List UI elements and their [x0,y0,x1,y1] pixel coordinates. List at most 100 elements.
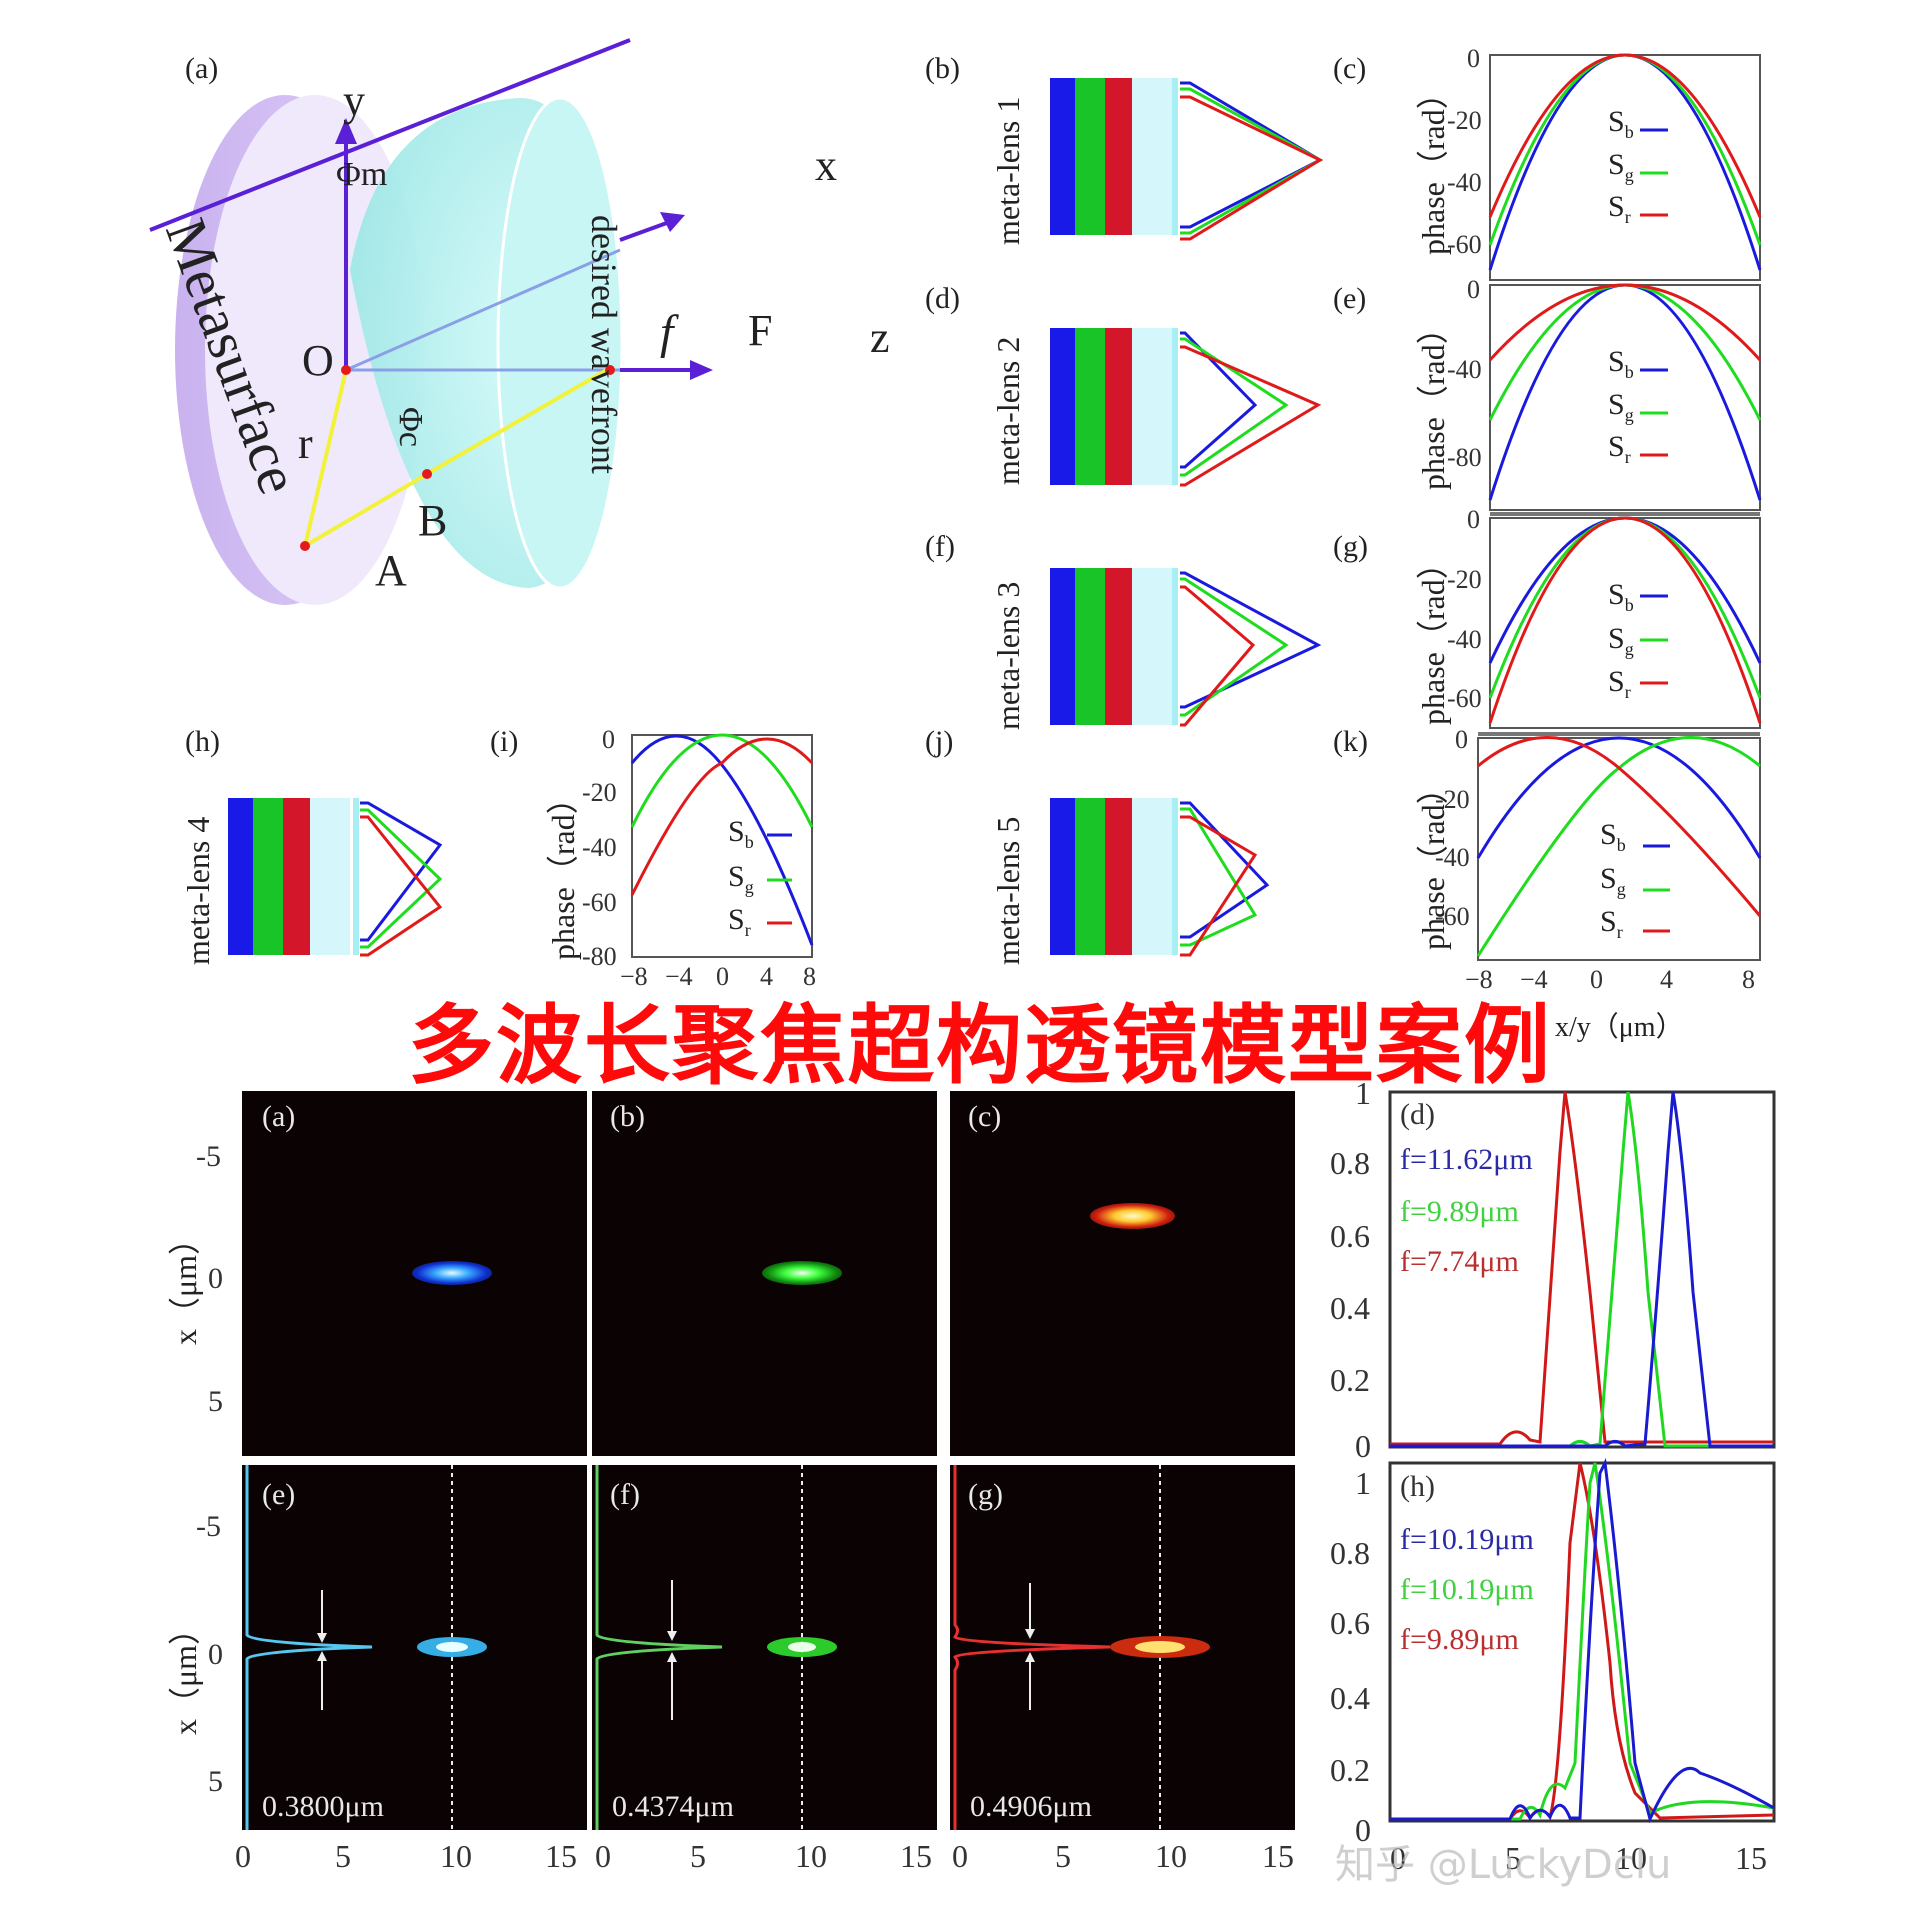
xtick: 0 [595,1838,611,1874]
legend-sg: Sg [1608,388,1634,425]
ytick: 0 [1467,275,1480,304]
lens-name-5: meta-lens 5 [990,816,1026,965]
xtick: −4 [665,962,693,991]
xtick: 0 [1590,965,1603,994]
ytick: -60 [1447,684,1482,713]
meta-lens-1-diagram [1050,78,1324,241]
fwhm-f: 0.4374μm [612,1790,734,1823]
ytick: 0 [208,1262,223,1295]
panel-label-e: (e) [1333,282,1367,315]
panel-label-c: (c) [1333,52,1367,85]
intensity-map-g [950,1465,1295,1830]
ytick: 0 [1355,1812,1371,1848]
phase-plot-k [1476,736,1762,961]
xtick: 5 [1505,1840,1521,1876]
xtick: 10 [1615,1840,1647,1876]
ytick: 5 [208,1385,223,1418]
legend-sg: Sg [1600,862,1626,899]
profile-curve-f [595,1465,837,1830]
xtick: 15 [1735,1840,1767,1876]
xtick: 0 [1390,1840,1406,1876]
ytick: -40 [1447,355,1482,384]
ytick: 1 [1355,1075,1371,1111]
watermark: 知乎 @LuckyDclu [1335,1842,1672,1888]
xtick: 10 [440,1838,472,1874]
panel-label-d: (d) [925,282,960,315]
point-A-label: A [375,546,407,595]
wavefront-label: desired wavefront [584,215,624,474]
legend-sb: Sb [1608,345,1634,382]
ytick: -40 [1447,625,1482,654]
legend-sb: Sb [1608,578,1634,615]
meta-lens-2-diagram [1050,328,1322,487]
xtick: 10 [1155,1838,1187,1874]
map-label-c: (c) [968,1100,1002,1133]
xtick: 15 [545,1838,577,1874]
point-B-label: B [418,496,448,545]
xtick: 5 [690,1838,706,1874]
legend-f-blue-h: f=10.19μm [1400,1523,1534,1556]
ytick: -40 [582,833,617,862]
legend-sb: Sb [1600,818,1626,855]
legend-f-red-d: f=7.74μm [1400,1245,1519,1278]
panel-label-k: (k) [1333,725,1368,758]
ytick: 0.4 [1330,1290,1370,1326]
map-label-e: (e) [262,1478,296,1511]
lens-name-2: meta-lens 2 [990,336,1026,485]
xtick: 10 [795,1838,827,1874]
legend-sr: Sr [1608,665,1631,702]
legend-f-green-d: f=9.89μm [1400,1195,1519,1228]
xtick: 0 [235,1838,251,1874]
ytick: 0.6 [1330,1218,1370,1254]
map-label-b: (b) [610,1100,645,1133]
panel-label-a: (a) [185,52,219,85]
ytick: -60 [1447,230,1482,259]
f-label: f [660,306,674,359]
panel-label-g: (g) [1333,530,1368,563]
legend-f-green-h: f=10.19μm [1400,1573,1534,1606]
ytick: -60 [1435,902,1470,931]
lens-name-3: meta-lens 3 [990,581,1026,730]
figure-title: 多波长聚焦超构透镜模型案例 [408,996,1552,1096]
meta-lens-5-diagram [1050,798,1270,957]
xtick: 8 [1742,965,1755,994]
xtick: 5 [335,1838,351,1874]
legend-sb: Sb [728,815,754,852]
phase-plot-g [1488,516,1762,729]
profile-plot-d [1388,1090,1776,1449]
point-O-label: O [302,336,334,385]
phi-m-label: Φm [336,156,388,193]
fwhm-e: 0.3800μm [262,1790,384,1823]
bottom-ylabel-bottom: x（μm） [167,1612,203,1735]
ytick: -5 [196,1140,221,1173]
intensity-map-f [592,1465,937,1830]
profile-curve-e [245,1465,487,1830]
lens-name-1: meta-lens 1 [990,96,1026,245]
xtick: 0 [952,1838,968,1874]
panel-label-b: (b) [925,52,960,85]
axis-label-x: x [815,141,837,190]
phase-plot-e [1488,283,1762,511]
xtick: −8 [1465,965,1493,994]
ytick: -80 [582,942,617,971]
profile-plot-h [1388,1457,1776,1824]
bottom-ylabel-top: x（μm） [167,1222,203,1345]
ytick: -60 [582,888,617,917]
xtick: 15 [900,1838,932,1874]
phase-ylabel-c: phase（rad） [1415,77,1451,255]
legend-sg: Sg [728,860,754,897]
xtick: 5 [1055,1838,1071,1874]
r-label: r [298,419,313,468]
legend-f-blue-d: f=11.62μm [1400,1143,1533,1176]
legend-f-red-h: f=9.89μm [1400,1623,1519,1656]
ytick: 0.6 [1330,1605,1370,1641]
phase-xlabel-k: x/y（μm） [1555,1012,1684,1043]
ytick: 0 [602,725,615,754]
ytick: 0 [1355,1428,1371,1464]
xtick: −4 [1520,965,1548,994]
ytick: 5 [208,1765,223,1798]
intensity-map-e [242,1465,587,1830]
panel-label-j: (j) [925,725,954,758]
ytick: 0 [208,1638,223,1671]
lens-name-4: meta-lens 4 [180,816,216,965]
